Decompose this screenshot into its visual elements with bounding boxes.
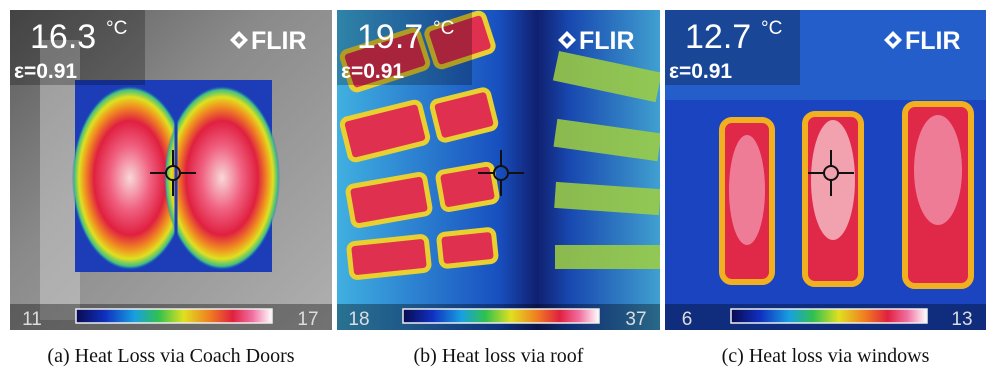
caption: (a) Heat Loss via Coach Doors <box>47 345 294 367</box>
scale-min: 11 <box>22 309 42 330</box>
brand: FLIR <box>251 27 307 55</box>
figure: 16.3 °C ε=0.91 FLIR 11 17(a) Heat Loss via Co… <box>0 0 986 372</box>
caption: (b) Heat loss via roof <box>414 345 584 367</box>
temperature: 19.7 <box>357 18 423 56</box>
unit: °C <box>433 18 454 39</box>
color-bar <box>731 309 927 323</box>
temperature: 12.7 <box>685 18 751 56</box>
scale-max: 13 <box>951 309 972 330</box>
temperature: 16.3 <box>30 18 96 56</box>
brand: FLIR <box>905 27 961 55</box>
caption: (c) Heat loss via windows <box>722 345 930 367</box>
unit: °C <box>761 18 782 39</box>
emissivity: ε=0.91 <box>341 60 404 83</box>
color-bar <box>76 309 272 323</box>
emissivity: ε=0.91 <box>14 60 77 83</box>
scale-min: 6 <box>682 309 693 330</box>
scale-max: 37 <box>625 309 646 330</box>
unit: °C <box>106 18 127 39</box>
brand: FLIR <box>579 27 635 55</box>
scale-max: 17 <box>297 309 318 330</box>
emissivity: ε=0.91 <box>669 60 732 83</box>
scale-min: 18 <box>348 309 369 330</box>
color-bar <box>403 309 599 323</box>
